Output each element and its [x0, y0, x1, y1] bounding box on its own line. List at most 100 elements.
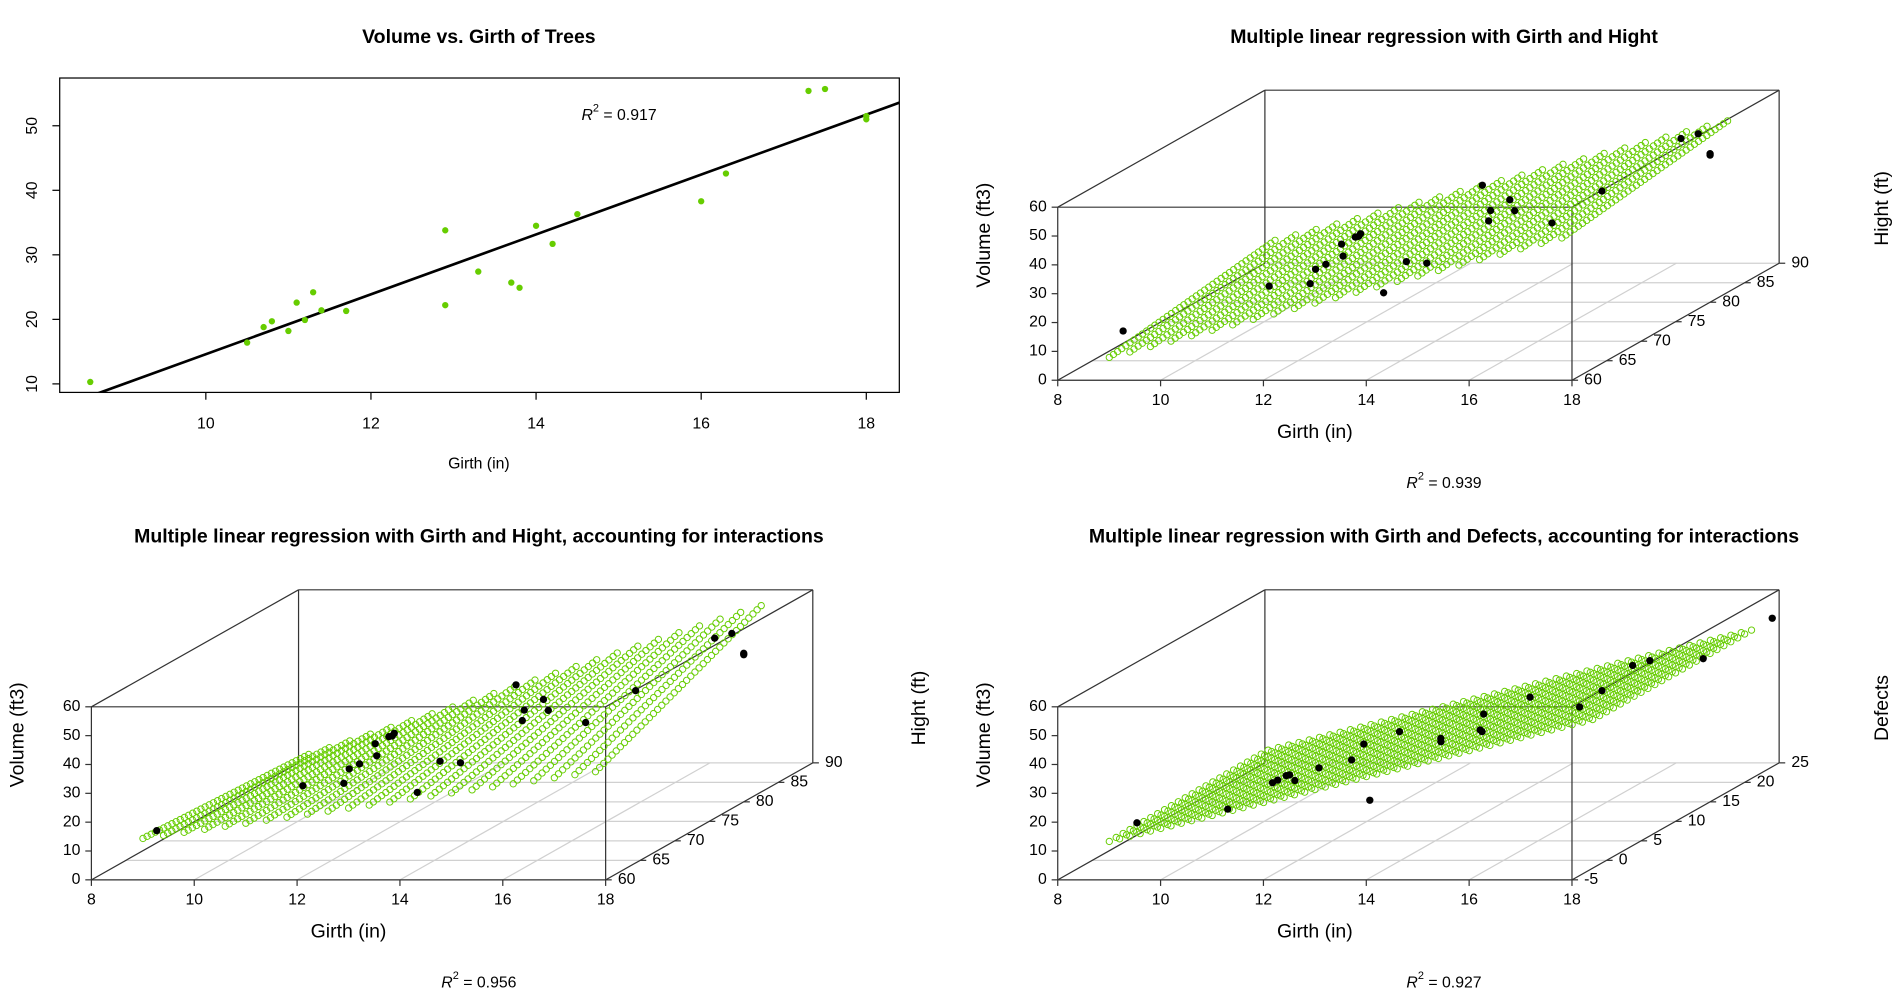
surface-point — [1311, 785, 1319, 794]
y-tick-label: 65 — [1619, 352, 1637, 369]
surface-point — [1198, 814, 1206, 822]
surface-point — [473, 742, 481, 750]
x-axis-label: Girth (in) — [1277, 920, 1353, 942]
surface-point — [1249, 801, 1257, 809]
surface-point — [534, 742, 542, 750]
surface-point — [526, 765, 534, 773]
surface-point — [641, 718, 649, 726]
surface-point — [625, 718, 633, 726]
surface-point — [1342, 778, 1350, 786]
surface-point — [592, 719, 600, 727]
surface-point — [550, 774, 559, 782]
surface-point — [250, 805, 258, 813]
point — [318, 307, 325, 314]
surface-point — [1637, 688, 1645, 696]
point — [1480, 710, 1488, 718]
surface-point — [576, 692, 584, 701]
surface-point — [1661, 671, 1669, 680]
surface-point — [473, 730, 481, 739]
z-tick-label: 40 — [1029, 256, 1047, 273]
surface-point — [341, 750, 350, 759]
surface-point — [629, 714, 637, 722]
x-tick-label: 18 — [1563, 392, 1581, 409]
surface-point — [1600, 149, 1608, 158]
y-axis-label: Defects — [1871, 675, 1893, 741]
point — [516, 284, 523, 291]
surface-point — [634, 654, 642, 662]
surface-point — [423, 782, 431, 790]
surface-point — [1438, 749, 1446, 757]
surface-point — [563, 691, 572, 699]
surface-point — [316, 765, 325, 774]
surface-point — [254, 794, 263, 803]
surface-point — [406, 795, 415, 803]
surface-point — [271, 792, 279, 801]
surface-point — [674, 669, 683, 677]
surface-point — [588, 659, 597, 667]
surface-point — [1662, 133, 1670, 141]
surface-point — [527, 688, 535, 697]
point — [1339, 252, 1347, 260]
surface-point — [650, 639, 658, 647]
surface-point — [587, 738, 596, 746]
surface-point — [596, 687, 605, 695]
surface-point — [262, 806, 271, 815]
surface-point — [757, 601, 765, 610]
y-tick-label: 80 — [1722, 293, 1740, 310]
surface-point — [439, 768, 448, 777]
y-tick-label: 25 — [1791, 754, 1809, 771]
point — [436, 757, 444, 765]
surface-point — [271, 785, 279, 793]
surface-point — [1126, 832, 1134, 840]
surface-point — [682, 676, 691, 685]
x-tick-label: 14 — [527, 415, 545, 432]
surface-point — [571, 738, 579, 746]
z-tick-label: 0 — [1038, 371, 1047, 388]
surface-point — [703, 641, 712, 649]
surface-point — [683, 647, 691, 655]
surface-point — [477, 716, 485, 725]
surface-point — [513, 761, 522, 769]
surface-point — [579, 762, 587, 771]
surface-point — [1428, 752, 1436, 760]
point — [1598, 687, 1606, 695]
surface-point — [288, 775, 296, 783]
surface-point — [716, 629, 724, 637]
surface-point — [1129, 827, 1138, 835]
surface-point — [687, 630, 695, 638]
surface-point — [1578, 718, 1587, 726]
surface-point — [1146, 827, 1155, 835]
point — [1366, 796, 1374, 804]
surface-point — [609, 689, 617, 697]
z-tick-label: 30 — [63, 785, 81, 802]
surface-point — [246, 799, 254, 807]
surface-point — [460, 740, 469, 748]
surface-point — [542, 749, 551, 758]
x-tick-label: 8 — [1053, 892, 1062, 909]
y-tick-label: 5 — [1653, 832, 1662, 849]
surface-point — [1314, 780, 1323, 788]
surface-point — [485, 732, 493, 740]
surface-point — [465, 726, 473, 734]
x-axis-label: Girth (in) — [448, 455, 510, 472]
surface-point — [1424, 757, 1432, 765]
surface-point — [600, 697, 609, 705]
surface-point — [444, 753, 452, 761]
surface-point — [621, 665, 629, 673]
surface-point — [584, 662, 593, 671]
surface-point — [1301, 788, 1309, 796]
annotation-value: = 0.956 — [459, 975, 517, 991]
surface-point — [147, 830, 155, 838]
x-tick-label: 14 — [1357, 392, 1375, 409]
surface-point — [522, 739, 530, 747]
point — [539, 695, 548, 704]
surface-point — [267, 795, 275, 803]
surface-point — [259, 792, 267, 800]
point — [1677, 134, 1685, 143]
surface-point — [1530, 726, 1539, 734]
surface-point — [221, 813, 230, 822]
surface-point — [621, 706, 629, 714]
surface-point — [390, 782, 398, 790]
surface-point — [501, 743, 510, 752]
